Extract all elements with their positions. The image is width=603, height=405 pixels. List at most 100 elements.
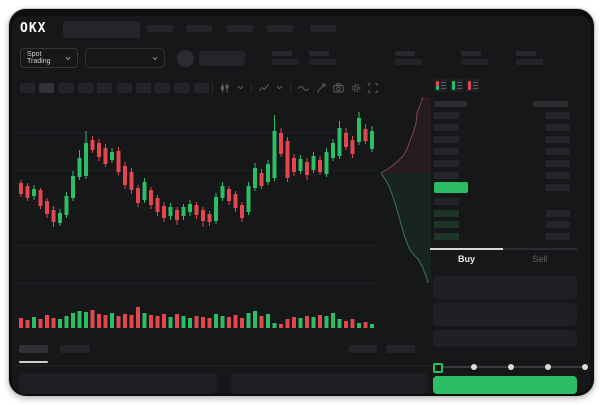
stat-label [516, 51, 536, 56]
nav-item[interactable] [310, 25, 336, 32]
indicators-icon[interactable] [259, 83, 269, 93]
ask-row-total[interactable] [546, 136, 570, 143]
slider-stop[interactable] [471, 364, 477, 370]
book-asks-icon[interactable] [466, 79, 479, 92]
settings-gear-icon[interactable] [351, 83, 361, 93]
ask-row-price[interactable] [434, 148, 459, 155]
volume-bar [318, 315, 322, 328]
volume-bar [259, 316, 264, 328]
book-combined-icon[interactable] [434, 79, 447, 92]
candle-body [19, 183, 23, 194]
snapshot-camera-icon[interactable] [333, 82, 344, 93]
candle-body [324, 152, 329, 174]
candle-body [58, 213, 62, 223]
tab-buy[interactable]: Buy [430, 252, 503, 266]
nav-item[interactable] [267, 25, 293, 32]
ask-row-total[interactable] [546, 148, 570, 155]
ask-row-price[interactable] [434, 124, 459, 131]
stat-label [272, 51, 292, 56]
nav-item[interactable] [186, 25, 212, 32]
order-price-field[interactable] [433, 276, 577, 299]
volume-bar [207, 318, 212, 328]
bottom-tab-active[interactable] [19, 345, 48, 353]
bid-row-total[interactable] [546, 209, 570, 217]
bid-row-total[interactable] [546, 221, 570, 229]
tab-sell[interactable]: Sell [503, 252, 577, 266]
chevron-down-icon[interactable] [237, 85, 244, 90]
timeframe-button[interactable] [174, 83, 190, 93]
volume-bar [227, 317, 231, 328]
timeframe-button[interactable] [193, 83, 209, 93]
timeframe-button[interactable] [135, 83, 151, 93]
candle-body [123, 166, 127, 185]
volume-bar [168, 317, 173, 328]
volume-bar [246, 313, 251, 328]
candlestick-chart[interactable] [14, 96, 432, 336]
stat-value [516, 59, 543, 65]
bottom-tab-underline [19, 361, 48, 363]
volume-bar [97, 314, 101, 328]
ask-row-price[interactable] [434, 112, 459, 119]
bottom-tab[interactable] [60, 345, 90, 353]
ask-row-total[interactable] [546, 112, 570, 119]
search-input[interactable] [63, 21, 140, 38]
nav-item[interactable] [147, 25, 173, 32]
timeframe-button[interactable] [20, 83, 35, 93]
orderbook-last-price[interactable] [434, 182, 468, 193]
bottom-bar-control[interactable] [349, 345, 377, 353]
timeframe-button[interactable] [116, 83, 132, 93]
fullscreen-icon[interactable] [368, 82, 378, 93]
volume-bar [350, 319, 355, 328]
okx-logo: OKX [20, 21, 47, 36]
pair-logo-avatar[interactable] [177, 50, 194, 67]
candle-body [272, 131, 277, 178]
volume-bar [337, 319, 342, 328]
book-bids-icon[interactable] [450, 79, 463, 92]
ask-row-total[interactable] [546, 172, 570, 179]
order-tabs-track [430, 248, 577, 250]
bid-row-price[interactable] [434, 233, 459, 241]
ask-row-price[interactable] [434, 160, 459, 167]
slider-stop[interactable] [545, 364, 551, 370]
order-amount-field[interactable] [433, 303, 577, 326]
volume-bar [142, 313, 147, 328]
volume-bar [32, 317, 36, 328]
nav-item[interactable] [227, 25, 253, 32]
candle-body [370, 131, 374, 149]
interval-candles-icon[interactable] [220, 83, 230, 93]
candle-body [142, 182, 147, 200]
order-total-field[interactable] [433, 330, 577, 347]
bid-row-total[interactable] [546, 233, 570, 241]
bid-row-price[interactable] [434, 198, 459, 205]
slider-handle[interactable] [433, 363, 443, 373]
slider-stop[interactable] [508, 364, 514, 370]
timeframe-button[interactable] [39, 83, 55, 93]
chevron-down-icon[interactable] [276, 85, 283, 90]
ask-row-price[interactable] [434, 136, 459, 143]
volume-bar [311, 317, 316, 328]
timeframe-button[interactable] [97, 83, 113, 93]
bid-row-price[interactable] [434, 209, 459, 217]
ask-row-total[interactable] [546, 160, 570, 167]
candle-body [240, 205, 244, 218]
volume-bar [220, 316, 225, 328]
timeframe-button[interactable] [155, 83, 171, 93]
bottom-bar-control[interactable] [386, 345, 415, 353]
candle-body [77, 158, 82, 177]
candle-body [298, 159, 303, 171]
compare-wave-icon[interactable] [298, 84, 309, 92]
timeframe-button[interactable] [77, 83, 93, 93]
timeframe-button[interactable] [58, 83, 74, 93]
volume-bar [90, 310, 95, 328]
buy-submit-button[interactable] [433, 376, 577, 394]
slider-stop[interactable] [582, 364, 588, 370]
ask-row-total[interactable] [546, 124, 570, 131]
candle-body [97, 143, 101, 157]
volume-bar [272, 323, 277, 328]
bid-row-price[interactable] [434, 221, 459, 229]
candle-body [292, 158, 296, 172]
draw-icon[interactable] [316, 82, 326, 93]
pair-selector[interactable] [85, 48, 165, 68]
market-type-selector[interactable]: Spot Trading [20, 48, 78, 68]
ask-row-price[interactable] [434, 172, 459, 179]
